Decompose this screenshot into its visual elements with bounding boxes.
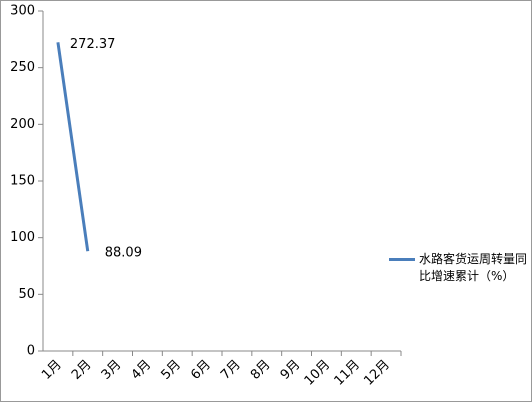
y-tick-label: 100 <box>10 230 35 245</box>
y-tick-label: 300 <box>10 4 35 19</box>
x-tick-label: 8月 <box>248 357 274 383</box>
y-tick-label: 50 <box>18 287 35 302</box>
x-tick-label: 3月 <box>99 357 125 383</box>
legend: 水路客货运周转量同比增速累计（%） <box>389 251 529 285</box>
x-tick-label: 1月 <box>39 357 65 383</box>
y-tick-label: 0 <box>27 344 35 359</box>
y-tick-label: 250 <box>10 60 35 75</box>
x-tick-label: 10月 <box>302 357 333 388</box>
x-tick-label: 11月 <box>332 357 363 388</box>
x-tick-label: 5月 <box>158 357 184 383</box>
series-line <box>56 42 90 252</box>
x-tick-label: 9月 <box>278 357 304 383</box>
x-tick-label: 7月 <box>218 357 244 383</box>
x-tick-label: 4月 <box>129 357 155 383</box>
data-label: 272.37 <box>70 37 116 52</box>
x-tick-label: 2月 <box>69 357 95 383</box>
x-tick-label: 6月 <box>188 357 214 383</box>
legend-swatch <box>389 258 415 261</box>
x-tick-label: 12月 <box>361 357 392 388</box>
data-label: 88.09 <box>105 246 142 261</box>
y-tick-label: 150 <box>10 174 35 189</box>
legend-label: 水路客货运周转量同比增速累计（%） <box>419 252 528 283</box>
y-tick-label: 200 <box>10 117 35 132</box>
